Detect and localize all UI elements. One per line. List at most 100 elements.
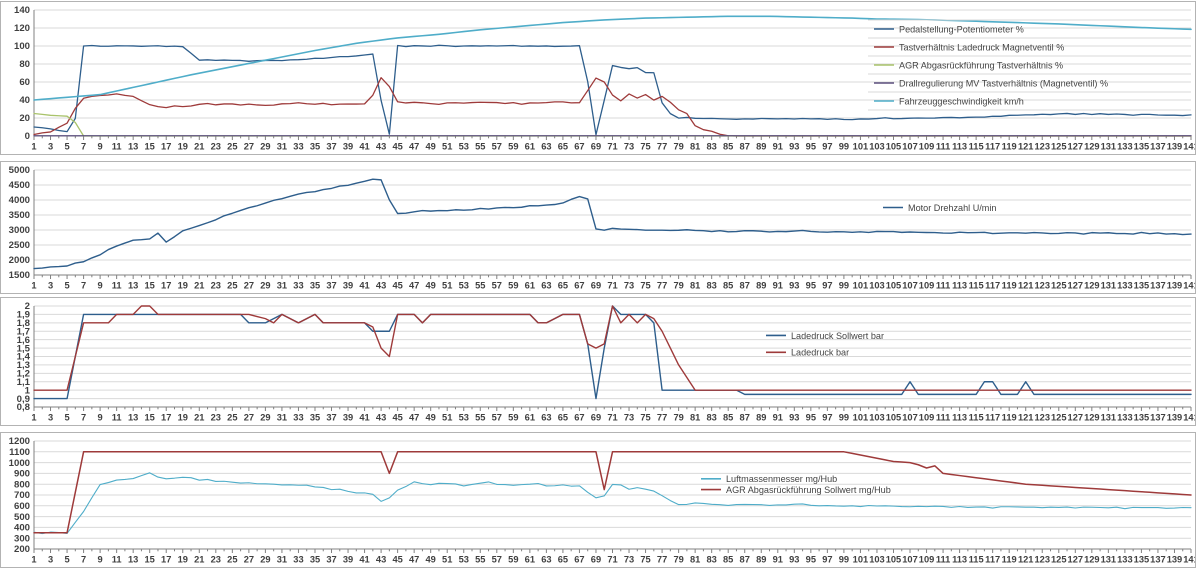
svg-text:73: 73 [624, 555, 634, 565]
svg-text:800: 800 [14, 479, 30, 490]
svg-text:113: 113 [952, 281, 967, 291]
svg-text:111: 111 [936, 281, 951, 291]
svg-text:139: 139 [1167, 413, 1183, 423]
svg-text:1000: 1000 [9, 458, 30, 469]
svg-text:77: 77 [657, 281, 667, 291]
svg-text:1: 1 [31, 555, 36, 565]
svg-text:39: 39 [343, 555, 353, 565]
svg-text:67: 67 [574, 555, 584, 565]
svg-text:93: 93 [789, 413, 799, 423]
svg-text:37: 37 [326, 281, 336, 291]
svg-text:13: 13 [128, 555, 138, 565]
svg-text:4000: 4000 [9, 195, 30, 206]
svg-text:131: 131 [1101, 555, 1117, 565]
svg-text:109: 109 [919, 142, 935, 152]
svg-text:125: 125 [1051, 281, 1067, 291]
svg-text:71: 71 [607, 413, 617, 423]
svg-text:95: 95 [806, 281, 816, 291]
svg-text:123: 123 [1034, 555, 1050, 565]
svg-text:33: 33 [293, 142, 303, 152]
svg-text:80: 80 [19, 59, 30, 70]
svg-text:135: 135 [1134, 142, 1150, 152]
svg-text:139: 139 [1167, 281, 1183, 291]
svg-text:3: 3 [48, 142, 53, 152]
svg-text:133: 133 [1117, 555, 1133, 565]
svg-text:37: 37 [326, 413, 336, 423]
svg-text:69: 69 [591, 413, 601, 423]
svg-text:87: 87 [740, 413, 750, 423]
svg-text:97: 97 [822, 281, 832, 291]
svg-text:119: 119 [1002, 142, 1017, 152]
svg-text:31: 31 [277, 142, 287, 152]
svg-text:81: 81 [690, 555, 700, 565]
svg-text:17: 17 [161, 142, 171, 152]
svg-text:131: 131 [1101, 281, 1117, 291]
svg-text:45: 45 [392, 555, 402, 565]
svg-text:Fahrzeuggeschwindigkeit km/h: Fahrzeuggeschwindigkeit km/h [899, 96, 1024, 106]
svg-text:113: 113 [952, 555, 967, 565]
svg-text:20: 20 [19, 113, 30, 124]
svg-text:33: 33 [293, 413, 303, 423]
svg-text:1200: 1200 [9, 436, 30, 447]
svg-text:55: 55 [475, 281, 485, 291]
svg-text:63: 63 [541, 281, 551, 291]
svg-text:23: 23 [211, 281, 221, 291]
svg-text:21: 21 [194, 281, 204, 291]
svg-text:39: 39 [343, 281, 353, 291]
svg-text:25: 25 [227, 281, 237, 291]
svg-text:35: 35 [310, 142, 320, 152]
svg-text:17: 17 [161, 413, 171, 423]
svg-text:49: 49 [426, 413, 436, 423]
svg-text:111: 111 [936, 555, 951, 565]
svg-text:1500: 1500 [9, 270, 30, 281]
svg-text:Pedalstellung-Potentiometer %: Pedalstellung-Potentiometer % [899, 24, 1024, 34]
svg-text:111: 111 [936, 413, 951, 423]
svg-text:123: 123 [1034, 413, 1050, 423]
svg-text:25: 25 [227, 142, 237, 152]
svg-text:55: 55 [475, 555, 485, 565]
svg-text:9: 9 [98, 555, 103, 565]
svg-text:120: 120 [14, 23, 30, 34]
svg-text:57: 57 [492, 142, 502, 152]
svg-text:115: 115 [969, 142, 984, 152]
svg-text:89: 89 [756, 555, 766, 565]
svg-text:49: 49 [426, 281, 436, 291]
svg-text:57: 57 [492, 281, 502, 291]
svg-text:41: 41 [359, 413, 369, 423]
svg-text:600: 600 [14, 501, 30, 512]
svg-text:41: 41 [359, 281, 369, 291]
svg-text:83: 83 [706, 555, 716, 565]
svg-text:105: 105 [886, 413, 902, 423]
svg-text:73: 73 [624, 281, 634, 291]
svg-text:133: 133 [1117, 413, 1133, 423]
svg-text:31: 31 [277, 413, 287, 423]
svg-text:2: 2 [25, 301, 30, 312]
svg-text:Luftmassenmesser mg/Hub: Luftmassenmesser mg/Hub [726, 474, 837, 484]
svg-text:29: 29 [260, 142, 270, 152]
svg-text:105: 105 [886, 142, 902, 152]
svg-text:115: 115 [969, 413, 984, 423]
svg-text:29: 29 [260, 555, 270, 565]
svg-text:17: 17 [161, 555, 171, 565]
svg-text:15: 15 [145, 281, 155, 291]
svg-text:69: 69 [591, 555, 601, 565]
svg-text:133: 133 [1117, 142, 1133, 152]
svg-text:100: 100 [14, 41, 30, 52]
svg-text:11: 11 [112, 142, 122, 152]
svg-text:77: 77 [657, 555, 667, 565]
svg-text:13: 13 [128, 413, 138, 423]
svg-text:47: 47 [409, 281, 419, 291]
svg-text:31: 31 [277, 555, 287, 565]
svg-text:Motor Drehzahl U/min: Motor Drehzahl U/min [908, 203, 996, 213]
svg-text:119: 119 [1002, 555, 1017, 565]
svg-text:83: 83 [706, 281, 716, 291]
svg-text:129: 129 [1084, 413, 1100, 423]
svg-text:3: 3 [48, 413, 53, 423]
svg-text:63: 63 [541, 413, 551, 423]
svg-text:113: 113 [952, 142, 967, 152]
svg-text:1: 1 [31, 413, 36, 423]
svg-text:109: 109 [919, 281, 935, 291]
svg-text:133: 133 [1117, 281, 1133, 291]
svg-text:11: 11 [112, 281, 122, 291]
svg-text:93: 93 [789, 142, 799, 152]
